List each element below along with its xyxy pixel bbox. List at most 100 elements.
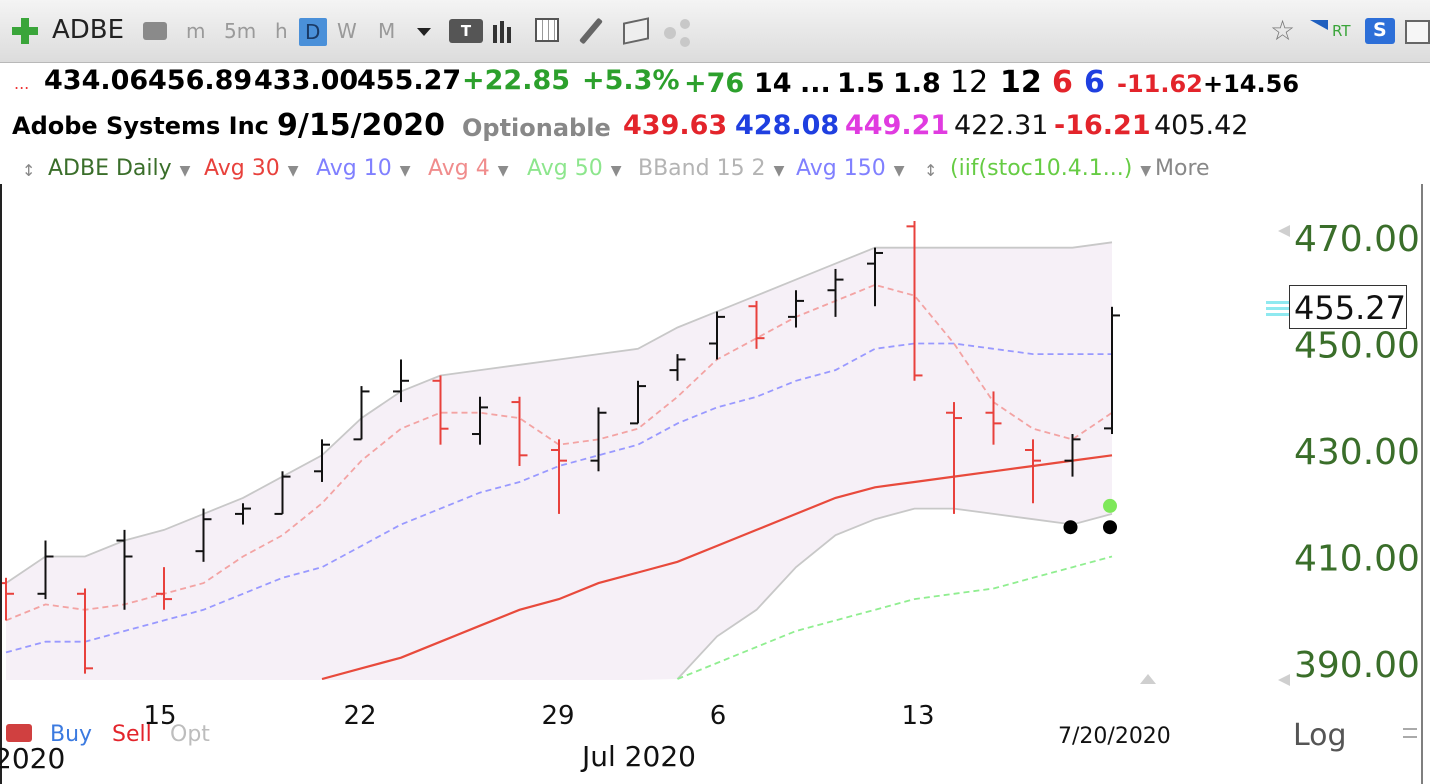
legend-avg-50[interactable]: Avg 50 ▼ [527,156,622,181]
quote-value-3: 1.5 [837,68,885,99]
x-tick-label: 22 [343,701,376,731]
ohlc-bar [1025,439,1041,504]
legend-updown-icon[interactable]: ↕ [22,161,36,180]
ohlc-bar [156,567,172,610]
bottom-bar: Buy Sell Opt 2020 Jul 2020 7/20/2020 Log [0,700,1430,784]
ohlc-bar [669,354,686,381]
company-name: Adobe Systems Inc [12,112,269,140]
sell-button[interactable]: Sell [112,722,152,747]
interval-w-button[interactable]: W [337,19,357,43]
x-tick-label: 13 [901,701,934,731]
ohlc-bar [590,407,607,472]
log-menu-icon[interactable] [1403,728,1417,738]
info-value-5: -16.21 [1054,110,1151,141]
legend-avg-10-label: Avg 10 [316,156,392,181]
ohlc-bar [985,391,1002,445]
interval-m-monthly-button[interactable]: M [378,19,396,43]
legend-bband[interactable]: BBand 15 2 ▼ [638,156,785,181]
text-tool-icon[interactable]: T [449,19,483,43]
y-tick-label: 390.00 [1294,645,1420,686]
add-icon[interactable] [12,18,38,44]
bar-chart-icon[interactable] [491,19,517,43]
trade-icon[interactable] [6,724,32,742]
pencil-icon[interactable] [579,17,603,45]
interval-d-button[interactable]: D [299,18,327,46]
star-icon[interactable]: ☆ [1270,14,1296,47]
open-price: 434.06 [44,65,149,96]
ohlc-bar [77,588,93,674]
date-label: 7/20/2020 [1058,724,1171,749]
interval-5m-button[interactable]: 5m [224,19,257,43]
legend-updown-icon-2[interactable]: ↕ [924,161,938,180]
ohlc-bar [235,503,251,525]
interval-h-button[interactable]: h [275,19,288,43]
chart-decorations [0,184,1423,784]
ohlc-bar [314,439,330,482]
legend-avg-30[interactable]: Avg 30 ▼ [204,156,299,181]
s-button[interactable]: S [1365,18,1395,44]
legend-avg-4-label: Avg 4 [428,156,490,181]
quote-value-9: -11.62 [1117,70,1203,98]
ohlc-bar [1064,434,1081,477]
window-icon[interactable] [1405,20,1430,44]
ohlc-bars [2,221,1120,674]
ohlc-bar [274,471,291,515]
legend-stoc-formula[interactable]: (iif(stoc10.4.1...) ▼ [950,156,1152,181]
interval-m-button[interactable]: m [186,19,206,43]
legend-avg-4[interactable]: Avg 4 ▼ [428,156,509,181]
quote-value-7: 6 [1052,65,1073,100]
rt-label[interactable]: RT [1332,22,1351,40]
log-toggle[interactable]: Log [1293,718,1347,753]
legend-avg-10[interactable]: Avg 10 ▼ [316,156,411,181]
quote-value-2: 14 [754,68,792,99]
ohlc-bar [472,396,488,445]
info-value-4: 422.31 [954,110,1049,141]
legend-avg-30-label: Avg 30 [204,156,280,181]
legend-adbe-daily[interactable]: ADBE Daily ▼ [48,156,191,181]
last-price-box: 455.27 [1289,285,1407,329]
ohlc-bar [195,508,212,562]
ohlc-bar [630,380,646,425]
share-icon[interactable] [664,19,696,47]
chart-style-icon[interactable] [143,22,167,40]
signal-dots [1063,498,1117,535]
signal-dot [1103,498,1117,513]
ohlc-bar [906,221,923,381]
ohlc-bar [709,311,725,360]
price-chart[interactable]: 470.00 450.00 430.00 410.00 390.00 15 22 29 6 13 [0,184,1430,784]
legend-avg-50-label: Avg 50 [527,156,603,181]
ohlc-bar [511,396,528,466]
grid-settings-icon[interactable] [535,18,559,42]
high-price: 456.89 [148,65,253,96]
low-price: 433.00 [254,65,359,96]
buy-button[interactable]: Buy [50,722,93,747]
x-tick-label: 15 [143,701,176,731]
legend-avg-150[interactable]: Avg 150 ▼ [796,156,905,181]
chart-toolbar: ADBE m 5m h D W M T ☆ RT S [0,0,1430,63]
flag-icon[interactable] [1310,20,1328,40]
opt-button[interactable]: Opt [170,722,210,747]
interval-dropdown-icon[interactable] [417,28,431,36]
axis-bottom-marker [1278,674,1290,686]
legend-more-button[interactable]: More [1155,156,1210,181]
legend-adbe-daily-label: ADBE Daily [48,156,172,181]
info-row: Adobe Systems Inc 9/15/2020 Optionable 4… [0,108,1430,148]
close-price: 455.27 [357,65,462,96]
price-axis: 470.00 450.00 430.00 410.00 390.00 [1278,219,1420,686]
ohlc-bar [37,540,54,600]
legend-bband-label: BBand 15 2 [638,156,766,181]
year-label-left: 2020 [0,742,66,775]
ohlc-bar [946,402,962,514]
x-tick-label: 29 [541,701,574,731]
legend-avg-150-label: Avg 150 [796,156,886,181]
quote-value-1: +76 [684,68,745,99]
ohlc-bar [1104,306,1120,435]
signal-dot [1103,520,1117,535]
bookmark-icon[interactable] [623,17,649,45]
time-axis: 15 22 29 6 13 [143,701,934,731]
ohlc-bar [867,247,883,307]
symbol-field[interactable]: ADBE [52,15,125,45]
quote-menu-dots[interactable]: ... [14,74,30,93]
series-line-bband-lower [676,507,1113,680]
y-tick-label: 470.00 [1294,219,1420,260]
